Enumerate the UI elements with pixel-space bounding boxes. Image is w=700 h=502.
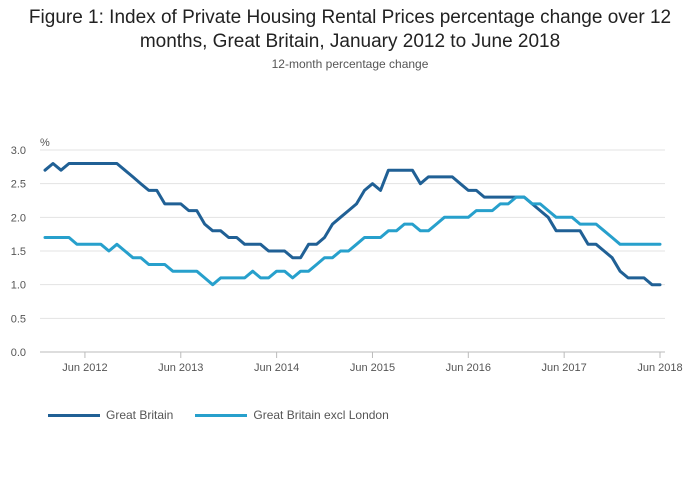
y-tick-label: 0.5 — [11, 313, 26, 325]
chart-subtitle: 12-month percentage change — [271, 57, 429, 71]
y-axis-label: % — [40, 137, 50, 149]
x-tick-label: Jun 2012 — [62, 362, 107, 374]
chart-legend: Great Britain Great Britain excl London — [48, 408, 411, 422]
legend-label-great-britain: Great Britain — [106, 408, 174, 422]
legend-label-great-britain-excl-london: Great Britain excl London — [253, 408, 389, 422]
chart-title-line-2: months, Great Britain, January 2012 to J… — [139, 31, 561, 52]
legend-item-great-britain-excl-london[interactable]: Great Britain excl London — [195, 408, 389, 422]
y-tick-label: 1.0 — [11, 280, 26, 292]
chart-title: Figure 1: Index of Private Housing Renta… — [0, 6, 700, 54]
x-tick-label: Jun 2018 — [637, 362, 682, 374]
y-tick-label: 0.0 — [11, 347, 26, 359]
legend-item-great-britain[interactable]: Great Britain — [48, 408, 173, 422]
x-tick-label: Jun 2014 — [254, 362, 299, 374]
x-tick-label: Jun 2016 — [446, 362, 491, 374]
x-tick-label: Jun 2017 — [542, 362, 587, 374]
y-tick-label: 3.0 — [11, 145, 26, 157]
series-line-great-britain-excl-london — [43, 195, 662, 287]
y-tick-label: 2.0 — [11, 212, 26, 224]
legend-swatch-great-britain-excl-london — [195, 413, 248, 417]
y-tick-label: 1.5 — [11, 246, 26, 258]
x-tick-label: Jun 2013 — [158, 362, 203, 374]
series-line-great-britain — [43, 162, 662, 287]
legend-swatch-great-britain — [48, 413, 100, 417]
chart-title-line-1: Figure 1: Index of Private Housing Renta… — [28, 7, 672, 28]
x-tick-label: Jun 2015 — [350, 362, 395, 374]
y-tick-label: 2.5 — [11, 179, 26, 191]
